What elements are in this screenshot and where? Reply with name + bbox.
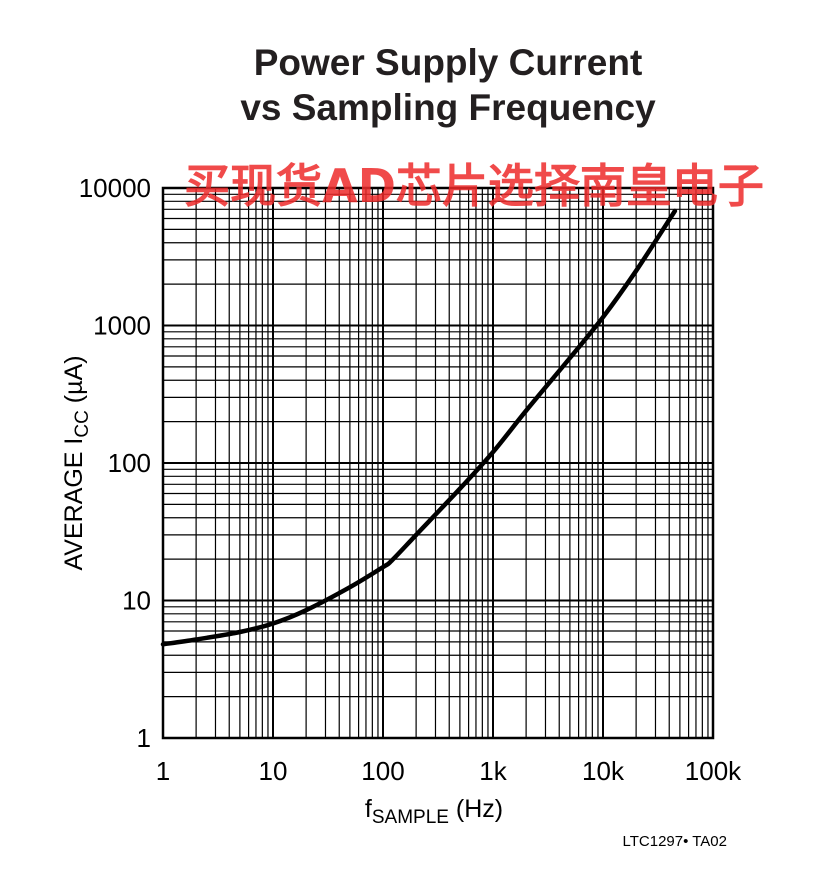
y-tick-label: 10000 (79, 173, 151, 203)
y-axis-label: AVERAGE ICC (µA) (60, 355, 93, 570)
y-tick-label: 10 (122, 586, 151, 616)
x-tick-label: 10 (259, 756, 288, 786)
chart-title-line2: vs Sampling Frequency (240, 87, 656, 128)
y-tick-label: 1 (137, 723, 151, 753)
x-tick-label: 1k (479, 756, 507, 786)
x-tick-label: 10k (582, 756, 625, 786)
y-tick-label: 100 (108, 448, 151, 478)
watermark: 买现货AD芯片选择南皇电子 (184, 159, 764, 213)
x-tick-label: 1 (156, 756, 170, 786)
x-tick-labels: 1 10 100 1k 10k 100k (156, 756, 742, 786)
x-tick-label: 100k (685, 756, 742, 786)
plot-frame (161, 186, 715, 740)
chart-title-line1: Power Supply Current (254, 42, 643, 83)
x-tick-label: 100 (361, 756, 404, 786)
y-tick-labels: 1 10 100 1000 10000 (79, 173, 151, 753)
grid (162, 188, 713, 739)
series-line (160, 208, 678, 647)
y-tick-label: 1000 (93, 311, 151, 341)
x-axis-label: fSAMPLE (Hz) (365, 795, 503, 828)
figure-code: LTC1297• TA02 (623, 833, 727, 850)
